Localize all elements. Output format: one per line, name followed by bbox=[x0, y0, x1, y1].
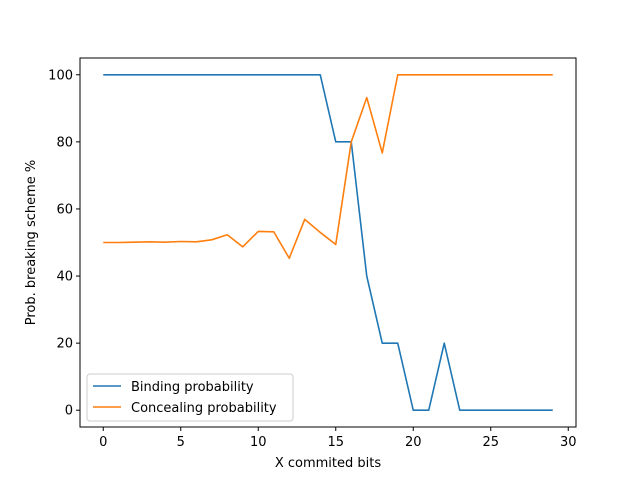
legend-box bbox=[86, 373, 294, 422]
x-tick-label: 25 bbox=[482, 435, 499, 450]
y-tick-label: 60 bbox=[56, 202, 73, 217]
x-tick-label: 15 bbox=[327, 435, 344, 450]
legend-label-binding: Binding probability bbox=[131, 380, 254, 395]
y-axis-label: Prob. breaking scheme % bbox=[24, 160, 39, 325]
x-axis-label: X commited bits bbox=[275, 456, 382, 471]
x-tick-label: 20 bbox=[405, 435, 422, 450]
plot-frame bbox=[79, 57, 577, 428]
x-tick-label: 0 bbox=[99, 435, 107, 450]
y-tick-label: 100 bbox=[48, 68, 73, 83]
y-tick-label: 80 bbox=[56, 135, 73, 150]
x-tick-label: 5 bbox=[177, 435, 185, 450]
y-tick-label: 40 bbox=[56, 270, 73, 285]
legend: Binding probability Concealing probabili… bbox=[86, 373, 294, 422]
y-axis-ticks: 0 20 40 60 80 100 bbox=[48, 68, 80, 419]
x-tick-label: 10 bbox=[250, 435, 267, 450]
y-tick-label: 0 bbox=[65, 404, 73, 419]
plot-lines bbox=[103, 73, 553, 412]
legend-label-concealing: Concealing probability bbox=[131, 401, 277, 416]
series-line-concealing bbox=[103, 73, 553, 260]
x-axis-ticks: 0 5 10 15 20 25 30 bbox=[99, 427, 577, 450]
x-tick-label: 30 bbox=[560, 435, 577, 450]
y-tick-label: 20 bbox=[56, 337, 73, 352]
series-line-binding bbox=[103, 73, 553, 412]
